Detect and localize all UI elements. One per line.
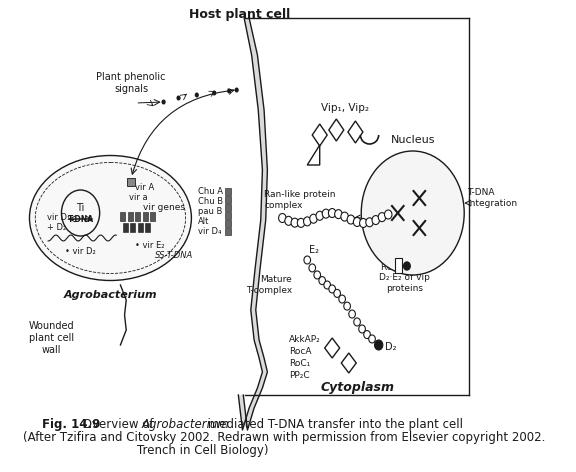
Circle shape — [195, 93, 199, 98]
Bar — [225, 228, 231, 235]
Text: RoC₁: RoC₁ — [289, 359, 310, 368]
Circle shape — [176, 95, 181, 101]
Circle shape — [341, 212, 348, 221]
Circle shape — [324, 281, 331, 289]
Circle shape — [361, 151, 464, 275]
Circle shape — [329, 285, 335, 293]
Text: Release of
D₂·E₂ of vip
proteins: Release of D₂·E₂ of vip proteins — [379, 263, 430, 293]
Circle shape — [378, 212, 386, 222]
Circle shape — [227, 89, 232, 93]
Bar — [225, 188, 231, 195]
Text: PP₂C: PP₂C — [289, 371, 310, 380]
Text: • vir D₂: • vir D₂ — [65, 247, 96, 256]
Circle shape — [359, 325, 365, 333]
Circle shape — [322, 209, 329, 218]
Circle shape — [349, 310, 355, 318]
Circle shape — [279, 213, 286, 222]
Circle shape — [62, 190, 100, 236]
Circle shape — [314, 271, 321, 279]
Text: Vip₁, Vip₂: Vip₁, Vip₂ — [321, 103, 369, 113]
Circle shape — [234, 87, 238, 93]
Text: pau B: pau B — [198, 208, 222, 217]
Text: D₂: D₂ — [385, 342, 397, 352]
Bar — [120, 212, 126, 221]
Text: • vir E₂: • vir E₂ — [135, 241, 164, 250]
Ellipse shape — [29, 155, 191, 280]
Bar — [138, 223, 143, 232]
Text: Plant phenolic
signals: Plant phenolic signals — [96, 72, 166, 94]
Circle shape — [369, 335, 376, 343]
Bar — [225, 196, 231, 203]
Text: Chu B: Chu B — [198, 197, 223, 207]
Text: Trench in Cell Biology): Trench in Cell Biology) — [137, 444, 268, 457]
Text: Host plant cell: Host plant cell — [188, 8, 290, 21]
Circle shape — [319, 277, 325, 285]
Circle shape — [339, 295, 346, 303]
Text: Wounded
plant cell
wall: Wounded plant cell wall — [29, 321, 74, 354]
Circle shape — [334, 289, 340, 297]
Circle shape — [212, 91, 217, 95]
Text: Ran-like protein
complex: Ran-like protein complex — [264, 190, 336, 210]
Bar — [225, 220, 231, 227]
Text: RocA: RocA — [289, 347, 312, 356]
Bar — [123, 223, 128, 232]
Circle shape — [344, 302, 350, 310]
Text: vir D₁: vir D₁ — [47, 213, 70, 222]
Circle shape — [291, 218, 298, 227]
Circle shape — [297, 219, 305, 228]
Circle shape — [309, 264, 316, 272]
Polygon shape — [238, 18, 267, 430]
Text: Ti: Ti — [77, 203, 85, 213]
Circle shape — [354, 318, 361, 326]
Bar — [135, 212, 141, 221]
Text: Nucleus: Nucleus — [391, 135, 435, 145]
Circle shape — [363, 330, 370, 338]
Text: T-DNA
Integration: T-DNA Integration — [468, 188, 518, 208]
Circle shape — [374, 340, 383, 350]
Circle shape — [353, 218, 361, 227]
Text: Agrobacterium: Agrobacterium — [63, 290, 157, 300]
Text: AkkAP₂: AkkAP₂ — [289, 335, 321, 344]
Circle shape — [359, 219, 367, 228]
Circle shape — [328, 209, 336, 218]
Text: Mature
T-complex: Mature T-complex — [246, 275, 292, 295]
Text: vir D₄: vir D₄ — [198, 228, 221, 236]
Text: E₂: E₂ — [309, 245, 319, 255]
Text: Agrobacterium: Agrobacterium — [141, 418, 229, 431]
Text: Cytoplasm: Cytoplasm — [320, 381, 394, 395]
Bar — [150, 212, 156, 221]
Bar — [145, 223, 150, 232]
Bar — [225, 212, 231, 219]
Text: T-DNA: T-DNA — [67, 214, 94, 224]
Text: vir A: vir A — [135, 183, 154, 192]
Circle shape — [285, 216, 292, 225]
Text: (After Tzifira and Citovsky 2002. Redrawn with permission from Elsevier copyrigh: (After Tzifira and Citovsky 2002. Redraw… — [23, 431, 545, 444]
Bar — [128, 212, 133, 221]
Circle shape — [310, 214, 317, 223]
Text: Alt: Alt — [198, 218, 209, 227]
Circle shape — [161, 100, 166, 104]
Circle shape — [304, 217, 311, 226]
Circle shape — [404, 262, 410, 270]
Bar — [225, 204, 231, 211]
Bar — [127, 178, 135, 186]
Text: Chu A: Chu A — [198, 187, 223, 196]
Bar — [143, 212, 148, 221]
Circle shape — [335, 210, 342, 219]
Circle shape — [385, 210, 392, 219]
Bar — [395, 258, 402, 273]
Circle shape — [372, 216, 380, 225]
Circle shape — [316, 211, 324, 220]
Circle shape — [304, 256, 310, 264]
Text: SS-T-DNA: SS-T-DNA — [156, 251, 194, 260]
Text: mediated T-DNA transfer into the plant cell: mediated T-DNA transfer into the plant c… — [204, 418, 463, 431]
Circle shape — [347, 215, 355, 224]
Text: vir a: vir a — [128, 193, 147, 202]
Text: vir genes: vir genes — [143, 203, 185, 212]
Text: Fig. 14.9: Fig. 14.9 — [41, 418, 100, 431]
Text: Overview of: Overview of — [79, 418, 157, 431]
Text: + D₂: + D₂ — [47, 224, 66, 233]
Circle shape — [366, 218, 373, 227]
Bar — [130, 223, 135, 232]
